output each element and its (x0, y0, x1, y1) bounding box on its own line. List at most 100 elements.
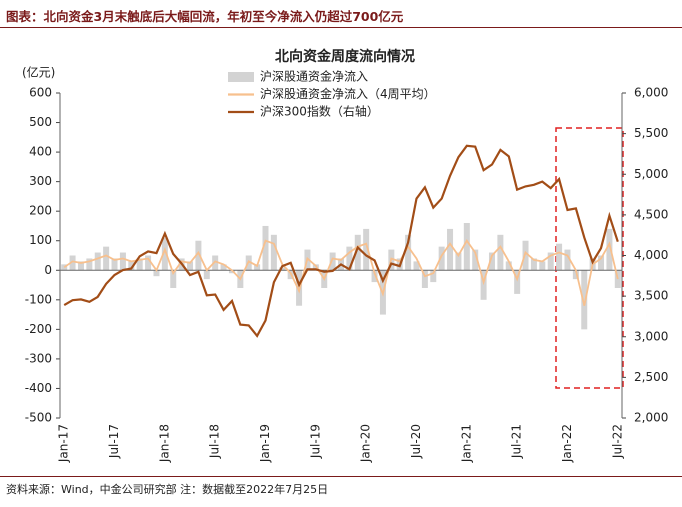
bar (254, 264, 261, 271)
x-tick-label: Jan-19 (258, 424, 272, 463)
bar (94, 252, 101, 271)
x-tick-label: Jul-18 (208, 424, 222, 459)
chart: 北向资金周度流向情况 (亿元) -500 -400 -300 -200 -100 0 100… (22, 48, 668, 463)
y-tick-label: 200 (29, 204, 52, 218)
y2-tick-label: 4,000 (634, 248, 668, 262)
bar (103, 246, 110, 271)
y2-tick-label: 5,500 (634, 126, 668, 140)
bar (86, 258, 93, 271)
bar (505, 261, 512, 271)
y-tick-label: 100 (29, 233, 52, 247)
y-tick-label: 600 (29, 86, 52, 100)
bar (606, 228, 613, 271)
legend-swatch (228, 72, 254, 82)
bar (405, 234, 412, 271)
bar (136, 258, 143, 271)
legend-label: 沪深股通资金净流入（4周平均） (260, 86, 436, 101)
x-tick-label: Jan-18 (157, 424, 171, 463)
bar (514, 270, 521, 294)
bar (153, 270, 160, 277)
y2-tick-label: 2,500 (634, 370, 668, 384)
bar (497, 234, 504, 271)
bar (203, 270, 210, 280)
bar (556, 243, 563, 271)
bar (447, 228, 454, 271)
chart-title: 北向资金周度流向情况 (275, 48, 415, 65)
bar (455, 252, 462, 271)
y-tick-label: -100 (25, 292, 52, 306)
bar (187, 261, 194, 271)
bar (581, 270, 588, 330)
bar (354, 234, 361, 271)
bar (472, 249, 479, 271)
highlight-box (555, 127, 624, 389)
y-tick-label: -400 (25, 381, 52, 395)
bar (530, 258, 537, 271)
bar (463, 223, 470, 271)
x-tick-label: Jul-17 (107, 424, 121, 459)
y2-tick-label: 3,500 (634, 289, 668, 303)
y2-tick-label: 2,000 (634, 411, 668, 425)
bar (279, 267, 286, 271)
bar (421, 270, 428, 288)
bar (170, 270, 177, 288)
x-tick-label: Jan-20 (359, 424, 373, 463)
bar (346, 246, 353, 271)
line (63, 144, 619, 338)
bar (145, 255, 152, 271)
legend-label: 沪深300指数（右轴） (260, 104, 379, 119)
x-tick-label: Jan-21 (459, 424, 473, 463)
bar (598, 255, 605, 271)
bar (539, 261, 546, 271)
bar (488, 252, 495, 271)
x-tick-label: Jul-21 (510, 424, 524, 459)
bar (128, 261, 135, 271)
x-tick-label: Jul-22 (610, 424, 624, 459)
y-label: (亿元) (22, 65, 55, 80)
bar (547, 252, 554, 271)
bar (77, 261, 84, 271)
bar (270, 234, 277, 271)
bar (564, 249, 571, 271)
x-tick-label: Jan-22 (560, 424, 574, 463)
rule (0, 476, 682, 477)
y-tick-label: -500 (25, 411, 52, 425)
y-tick-label: -200 (25, 322, 52, 336)
bar (363, 228, 370, 271)
x-tick-label: Jul-19 (308, 424, 322, 459)
x-tick-label: Jul-20 (409, 424, 423, 459)
bar (522, 240, 529, 271)
source: 资料来源：Wind，中金公司研究部 注：数据截至2022年7月25日 (6, 483, 329, 496)
bar (329, 252, 336, 271)
y2-tick-label: 5,000 (634, 167, 668, 181)
bar (430, 270, 437, 283)
bar (614, 270, 621, 288)
bar (371, 270, 378, 283)
line (63, 239, 619, 306)
rule (0, 27, 682, 28)
bar (69, 255, 76, 271)
y2-tick-label: 6,000 (634, 86, 668, 100)
bar (220, 264, 227, 271)
bar (161, 237, 168, 271)
y2-tick-label: 3,000 (634, 329, 668, 343)
bar (61, 264, 68, 271)
y-tick-label: 0 (44, 263, 52, 277)
bar (212, 255, 219, 271)
bar (111, 258, 118, 271)
bar (195, 240, 202, 271)
y-tick-label: 300 (29, 174, 52, 188)
bar (438, 246, 445, 271)
y-tick-label: 400 (29, 145, 52, 159)
y2-tick-label: 4,500 (634, 207, 668, 221)
bar (413, 261, 420, 271)
bar (262, 225, 269, 271)
y-tick-label: 500 (29, 115, 52, 129)
bar (572, 270, 579, 280)
x-tick-label: Jan-17 (57, 424, 71, 463)
legend-label: 沪深股通资金净流入 (260, 69, 368, 84)
header-title: 图表：北向资金3月末触底后大幅回流，年初至今净流入仍超过700亿元 (6, 9, 404, 24)
bar (119, 252, 126, 271)
bar (228, 270, 235, 274)
